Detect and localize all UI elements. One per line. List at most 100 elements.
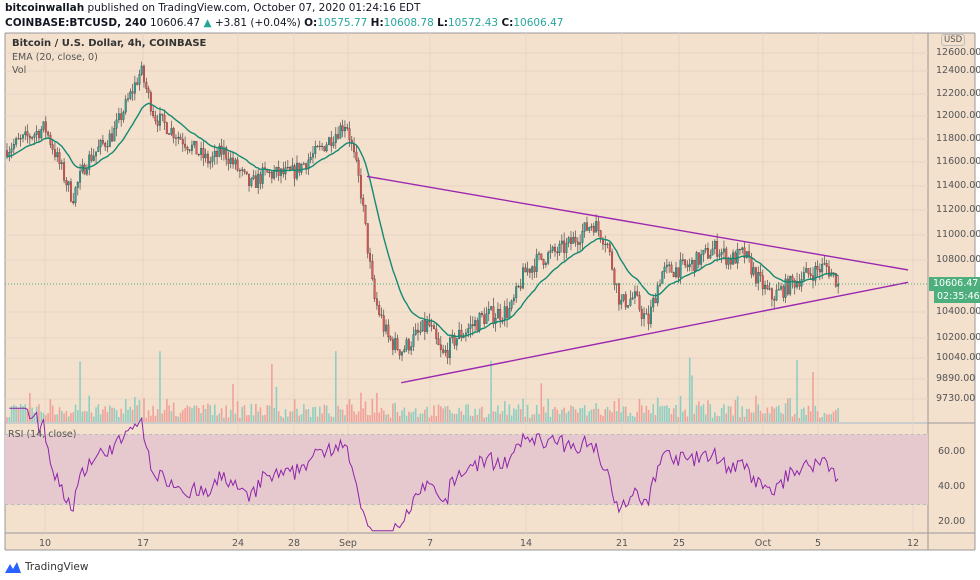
candle-body xyxy=(152,111,155,117)
candle-body xyxy=(195,141,198,155)
candle-body xyxy=(636,291,639,296)
candle-body xyxy=(681,259,684,261)
volume-bar xyxy=(494,411,497,422)
price-chart[interactable] xyxy=(0,0,980,556)
volume-bar xyxy=(656,397,659,422)
volume-bar xyxy=(803,407,805,422)
candle-body xyxy=(19,137,22,140)
candle-body xyxy=(780,286,783,290)
volume-bar xyxy=(542,406,545,422)
candle-body xyxy=(531,266,534,273)
candle-body xyxy=(28,135,31,139)
candle-body xyxy=(718,254,721,257)
volume-bar xyxy=(341,409,344,422)
volume-bar xyxy=(707,400,709,422)
volume-bar xyxy=(446,406,449,422)
volume-bar xyxy=(373,412,376,422)
volume-bar xyxy=(430,415,433,422)
candle-body xyxy=(583,222,586,232)
candle-body xyxy=(177,136,180,139)
candle-body xyxy=(216,151,219,157)
candle-body xyxy=(702,250,705,255)
candle-body xyxy=(410,346,413,351)
legend-vol[interactable]: Vol xyxy=(12,65,27,76)
volume-bar xyxy=(163,409,166,422)
volume-bar xyxy=(204,408,207,422)
price-tick: 12400.00 xyxy=(936,65,980,76)
currency-label[interactable]: USD xyxy=(941,34,966,46)
candle-body xyxy=(49,134,52,145)
candle-body xyxy=(104,143,107,147)
candle-body xyxy=(825,263,828,267)
candle-body xyxy=(777,288,780,291)
volume-bar xyxy=(291,411,294,422)
candle-body xyxy=(401,351,403,356)
candle-body xyxy=(161,113,164,116)
candle-body xyxy=(353,143,356,153)
candle-body xyxy=(69,181,72,202)
candle-body xyxy=(133,82,136,94)
countdown-label: 02:35:46 xyxy=(934,291,980,303)
volume-bar xyxy=(624,406,627,422)
candle-body xyxy=(42,121,45,130)
time-axis xyxy=(5,533,975,550)
volume-bar xyxy=(531,414,533,422)
brand-name: TradingView xyxy=(25,561,89,573)
volume-bar xyxy=(714,412,716,422)
volume-bar xyxy=(691,375,693,422)
candle-body xyxy=(26,131,29,137)
volume-bar xyxy=(816,411,819,422)
volume-bar xyxy=(90,412,93,422)
volume-bar xyxy=(17,407,20,422)
volume-bar xyxy=(104,406,106,422)
volume-bar xyxy=(38,404,40,422)
volume-bar xyxy=(832,411,835,422)
high-label: H: xyxy=(370,17,384,29)
candle-body xyxy=(613,268,616,285)
candle-body xyxy=(647,313,650,324)
candle-body xyxy=(17,138,20,140)
candle-body xyxy=(154,115,157,122)
volume-bar xyxy=(791,416,794,422)
volume-bar xyxy=(503,401,506,422)
candle-body xyxy=(499,309,502,321)
candle-body xyxy=(809,273,812,276)
candle-body xyxy=(76,182,79,188)
candle-body xyxy=(670,264,673,273)
candle-body xyxy=(273,171,276,179)
volume-bar xyxy=(321,413,323,422)
volume-bar xyxy=(698,401,700,422)
volume-bar xyxy=(565,412,568,422)
author[interactable]: bitcoinwallah xyxy=(5,2,85,14)
price-tick: 10800.00 xyxy=(936,254,980,265)
candle-body xyxy=(697,252,700,265)
volume-bar xyxy=(702,404,705,422)
candle-body xyxy=(547,252,550,264)
legend-ema[interactable]: EMA (20, close, 0) xyxy=(12,52,98,63)
candle-body xyxy=(369,253,372,262)
candle-body xyxy=(382,315,385,332)
volume-bar xyxy=(572,406,575,422)
volume-bar xyxy=(465,404,467,422)
candle-body xyxy=(691,260,693,265)
volume-bar xyxy=(172,402,175,422)
volume-bar xyxy=(330,416,333,422)
legend-rsi[interactable]: RSI (14, close) xyxy=(8,429,77,440)
volume-bar xyxy=(768,413,771,422)
volume-bar xyxy=(348,398,351,422)
volume-bar xyxy=(396,411,399,422)
volume-bar xyxy=(478,408,481,422)
candle-body xyxy=(396,338,399,350)
candle-body xyxy=(739,249,741,251)
volume-bar xyxy=(389,417,392,422)
volume-bar xyxy=(474,408,476,422)
candle-body xyxy=(597,221,600,232)
volume-bar xyxy=(97,404,100,422)
candle-body xyxy=(522,267,524,289)
candle-body xyxy=(156,120,159,126)
volume-bar xyxy=(700,406,702,422)
candle-body xyxy=(56,152,59,158)
candle-body xyxy=(679,259,682,278)
tradingview-logo[interactable]: TradingView xyxy=(4,560,88,574)
volume-bar xyxy=(268,405,271,422)
